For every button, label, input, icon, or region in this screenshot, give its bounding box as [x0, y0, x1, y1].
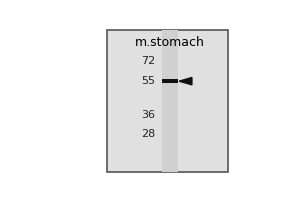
- Text: 28: 28: [141, 129, 155, 139]
- Bar: [162, 30, 178, 172]
- Bar: [162, 79, 178, 83]
- Bar: [107, 30, 228, 172]
- Text: 36: 36: [141, 110, 155, 120]
- Polygon shape: [179, 77, 192, 85]
- Text: 55: 55: [141, 76, 155, 86]
- Text: m.stomach: m.stomach: [135, 36, 205, 49]
- Text: 72: 72: [141, 56, 155, 66]
